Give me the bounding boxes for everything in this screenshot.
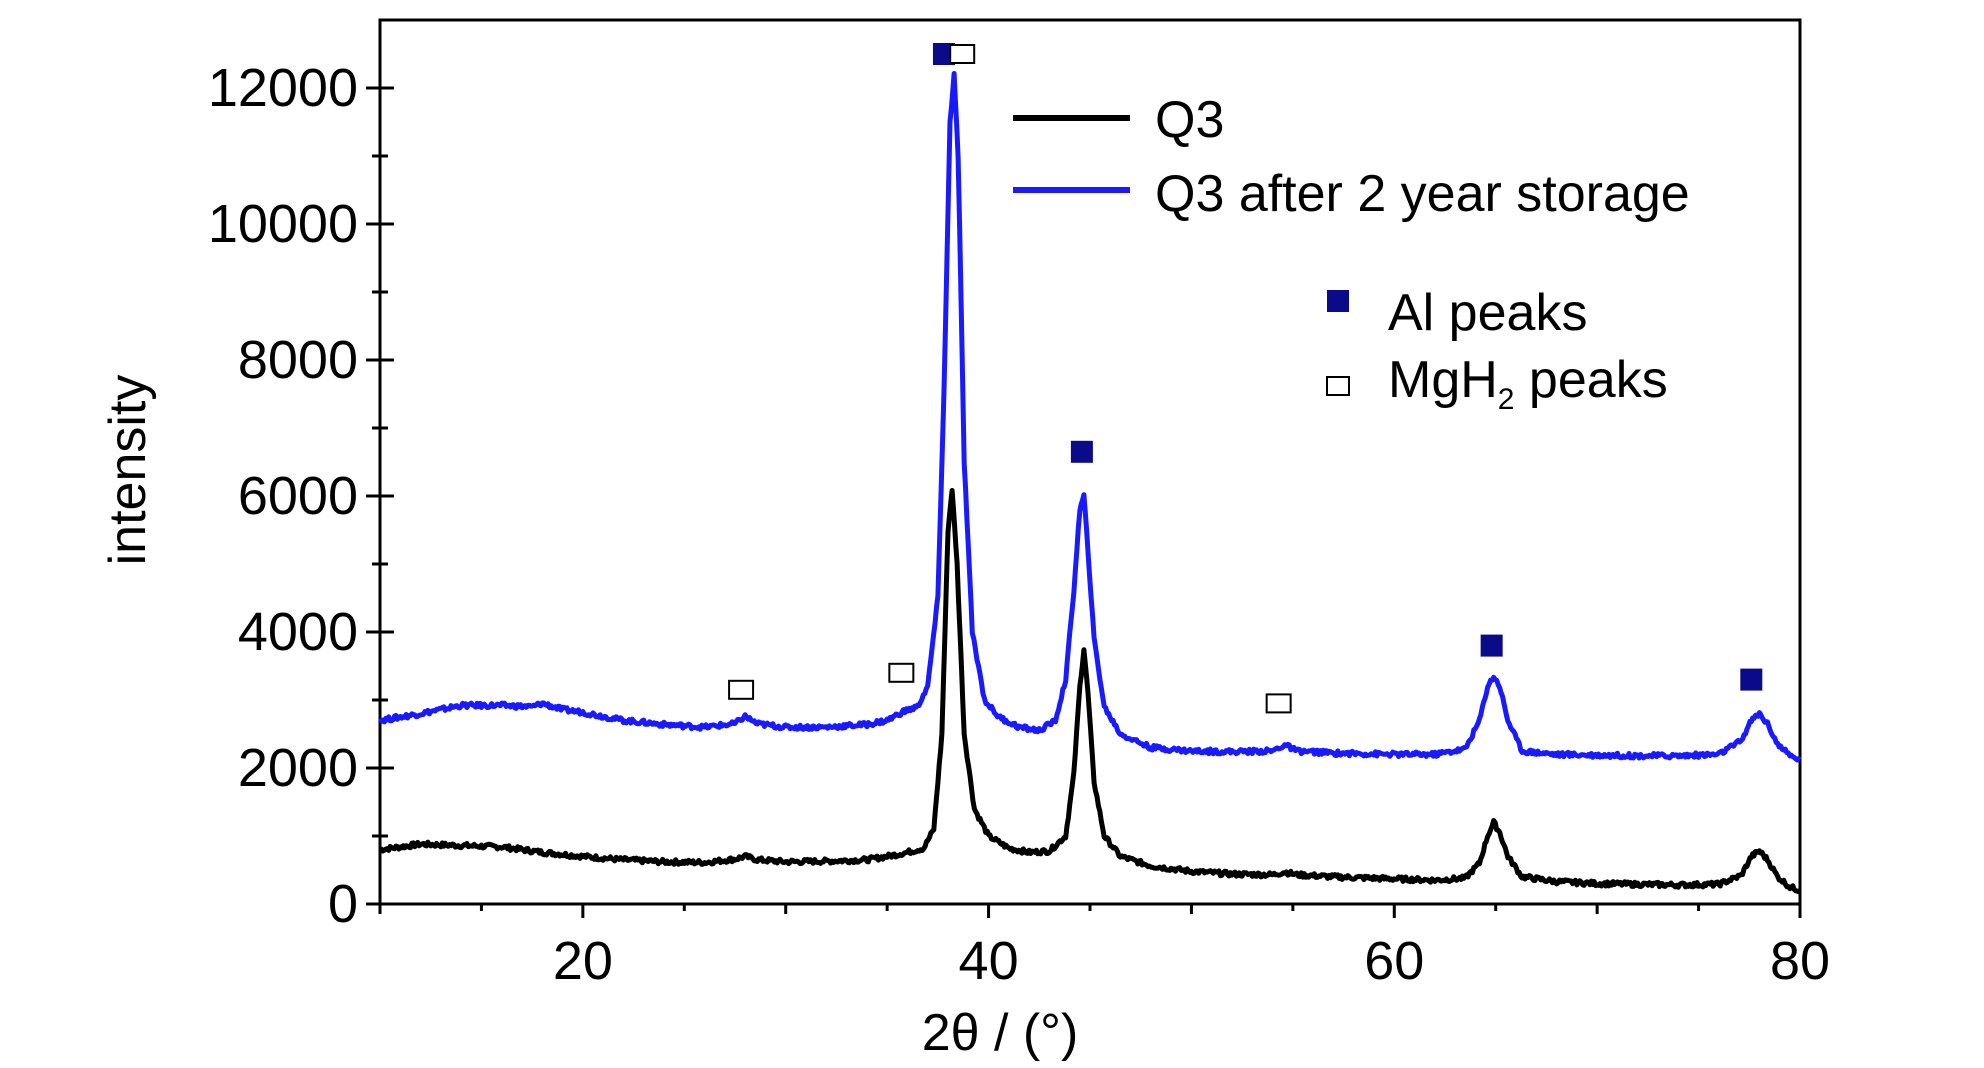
legend-label-q3-storage: Q3 after 2 year storage: [1155, 165, 1690, 223]
mgh2-suffix: peaks: [1514, 351, 1667, 409]
y-axis-label: intensity: [99, 375, 157, 566]
legend: Q3 Q3 after 2 year storage Al peaks MgH2…: [1013, 91, 1690, 416]
x-axis-label: 2θ / (°): [922, 1004, 1079, 1062]
y-tick-label: 0: [328, 874, 358, 934]
y-tick-label: 6000: [238, 466, 358, 526]
y-tick-label: 4000: [238, 602, 358, 662]
legend-label-mgh2-peaks: MgH2 peaks: [1388, 351, 1668, 416]
x-tick-label: 60: [1364, 931, 1424, 991]
al-peak-marker: [1070, 440, 1093, 463]
legend-label-al-peaks: Al peaks: [1388, 284, 1587, 342]
y-tick-label: 12000: [208, 58, 358, 118]
mgh2-peak-marker: [728, 679, 755, 700]
legend-label-q3: Q3: [1155, 91, 1224, 149]
mgh2-peak-marker: [888, 662, 915, 683]
al-peak-marker: [1480, 634, 1503, 657]
mgh2-peak-marker: [949, 44, 976, 64]
al-peak-legend-icon: [1327, 290, 1349, 312]
series-line-1: [377, 71, 1802, 763]
peak-markers: [728, 43, 1763, 714]
mgh2-peak-legend-icon: [1326, 376, 1350, 396]
al-peak-marker: [1740, 668, 1763, 691]
series-line-0: [378, 488, 1802, 895]
mgh2-peak-marker: [1265, 693, 1292, 714]
y-tick-label: 10000: [208, 194, 358, 254]
mgh2-subscript: 2: [1498, 383, 1515, 416]
tick-labels: 0 2000 4000 6000 8000 10000 12000 20 40 60 80: [208, 58, 1830, 991]
series-lines: [377, 71, 1802, 895]
x-tick-label: 40: [959, 931, 1019, 991]
x-tick-label: 20: [553, 931, 613, 991]
y-tick-label: 8000: [238, 330, 358, 390]
axis-ticks: [366, 86, 1802, 918]
mgh2-prefix: MgH: [1388, 351, 1498, 409]
y-tick-label: 2000: [238, 738, 358, 798]
x-tick-label: 80: [1770, 931, 1830, 991]
